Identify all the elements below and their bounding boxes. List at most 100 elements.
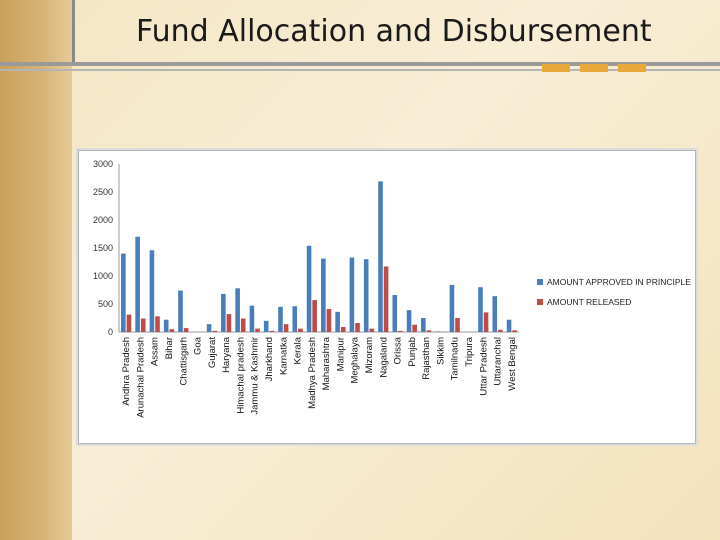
bar-approved [392, 295, 398, 332]
bar-approved [263, 320, 269, 332]
bar-released [240, 318, 246, 332]
accent-block-3 [618, 64, 646, 72]
accent-block-1 [542, 64, 570, 72]
bar-released [298, 328, 303, 332]
bar-released [412, 324, 417, 332]
bar-released [326, 309, 332, 332]
bar-released [126, 314, 132, 332]
bar-released [155, 316, 160, 332]
y-tick-label: 1500 [93, 243, 113, 253]
x-category-label: Nagaland [378, 337, 389, 378]
bar-approved [349, 257, 355, 332]
bar-approved [278, 306, 283, 332]
bar-released [140, 318, 146, 332]
bar-approved [435, 331, 440, 332]
x-category-label: Tripura [464, 336, 475, 366]
bar-approved [378, 181, 383, 332]
bar-approved [492, 296, 498, 332]
bar-released [483, 312, 489, 332]
bar-approved [335, 311, 340, 332]
bar-chart: 0 500 1000 1500 2000 2500 3000 Andhra Pradesh Ar… [93, 159, 691, 418]
bar-approved [292, 306, 298, 332]
x-category-label: Jammu & Kashmir [250, 337, 261, 415]
legend-swatch [537, 279, 543, 285]
bar-approved [478, 287, 483, 332]
x-category-label: Himachal pradesh [235, 337, 246, 414]
x-category-label: Mizoram [364, 337, 375, 374]
bar-released [212, 330, 217, 332]
bar-released [355, 323, 360, 332]
bar-approved [449, 284, 455, 332]
y-tick-label: 2000 [93, 215, 113, 225]
y-tick-label: 500 [98, 299, 113, 309]
accent-block-2 [580, 64, 608, 72]
x-category-label: Chattisgarh [178, 337, 189, 386]
bar-released [312, 300, 317, 332]
bar-approved [135, 236, 140, 332]
bar-approved [506, 319, 512, 332]
bar-approved [121, 253, 126, 332]
bar-released [226, 314, 232, 332]
x-category-label: Haryana [221, 336, 232, 373]
bar-released [398, 330, 403, 332]
x-category-label: Bihar [164, 337, 175, 359]
bar-released [426, 330, 432, 332]
bar-released [455, 318, 460, 332]
legend-label: AMOUNT APPROVED IN PRINCIPLE [547, 277, 691, 287]
x-category-label: Maharashtra [321, 336, 332, 390]
x-category-label: Uttaranchal [493, 337, 504, 386]
y-tick-label: 0 [108, 327, 113, 337]
bar-approved [406, 310, 412, 332]
x-category-label: Madhya Pradesh [307, 337, 318, 409]
x-category-label: Arunachal Pradesh [135, 337, 146, 418]
bar-released [255, 328, 260, 332]
bar-released [283, 324, 289, 332]
legend-swatch [537, 299, 543, 305]
bar-released [498, 329, 503, 332]
x-category-label: Orissa [393, 336, 404, 364]
bar-released [269, 330, 275, 332]
y-tick-label: 3000 [93, 159, 113, 169]
bar-approved [149, 250, 155, 332]
bar-released [340, 326, 346, 332]
bar-approved [163, 319, 169, 332]
side-divider [72, 0, 75, 66]
bar-approved [321, 258, 326, 332]
bar-released [183, 328, 189, 332]
x-category-label: Andhra Pradesh [121, 337, 132, 406]
bar-approved [235, 288, 240, 332]
x-category-label: Assam [150, 337, 161, 366]
x-category-label: Gujarat [207, 337, 218, 369]
bar-approved [249, 305, 255, 332]
title-rule [0, 62, 720, 66]
bar-approved [306, 245, 312, 332]
bar-released [383, 266, 389, 332]
x-category-label: Uttar Pradesh [478, 337, 489, 396]
bar-released [512, 330, 517, 332]
x-category-label: Punjab [407, 337, 418, 367]
title-rule-thin [0, 69, 720, 71]
bar-released [369, 328, 375, 332]
slide-title: Fund Allocation and Disbursement [136, 14, 652, 49]
y-tick-label: 1000 [93, 271, 113, 281]
y-tick-label: 2500 [93, 187, 113, 197]
legend-label: AMOUNT RELEASED [547, 297, 631, 307]
decorative-side-strip [0, 0, 72, 540]
x-category-label: Kerala [293, 336, 304, 364]
x-category-label: Manipur [335, 337, 346, 371]
x-category-label: Goa [193, 336, 204, 355]
x-category-label: Karnatka [278, 336, 289, 375]
x-category-label: Meghalaya [350, 336, 361, 383]
bar-approved [421, 318, 426, 332]
x-category-label: Rajasthan [421, 337, 432, 380]
bar-approved [221, 293, 226, 332]
bar-released [169, 329, 175, 332]
x-category-label: Sikkim [435, 337, 446, 365]
x-category-label: West Bengal [507, 337, 518, 391]
x-category-label: Jharkhand [264, 337, 275, 381]
bar-approved [206, 324, 212, 332]
bar-approved [363, 259, 369, 332]
bar-approved [178, 290, 183, 332]
x-category-label: Tamilnadu [450, 337, 461, 380]
